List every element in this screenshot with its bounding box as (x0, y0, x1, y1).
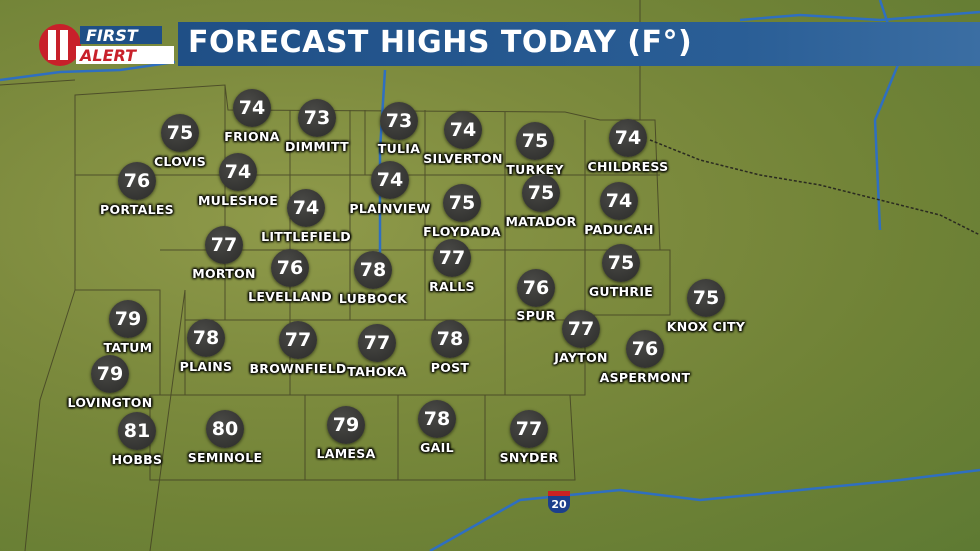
temperature-bubble: 74 (371, 161, 409, 199)
temperature-bubble: 74 (287, 189, 325, 227)
city-label: LOVINGTON (67, 395, 153, 410)
interstate-20-shield-icon: 20 (548, 491, 570, 513)
temperature-bubble: 75 (522, 174, 560, 212)
temperature-bubble: 77 (433, 239, 471, 277)
page-title: FORECAST HIGHS TODAY (F°) (188, 25, 693, 60)
city-label: SNYDER (499, 450, 559, 465)
city-label: SEMINOLE (187, 450, 263, 465)
city-label: PLAINVIEW (349, 201, 431, 216)
city-label: FLOYDADA (423, 224, 501, 239)
temperature-bubble: 74 (444, 111, 482, 149)
city-label: GAIL (420, 440, 454, 455)
temperature-bubble: 78 (187, 319, 225, 357)
temperature-bubble: 76 (118, 162, 156, 200)
city-label: KNOX CITY (666, 319, 746, 334)
state-border (649, 139, 980, 236)
svg-text:ALERT: ALERT (78, 46, 137, 65)
temperature-bubble: 73 (380, 102, 418, 140)
temperature-bubble: 73 (298, 99, 336, 137)
city-label: TULIA (377, 141, 421, 156)
temperature-bubble: 77 (279, 321, 317, 359)
temperature-bubble: 78 (418, 400, 456, 438)
temperature-bubble: 78 (431, 320, 469, 358)
temperature-bubble: 75 (516, 122, 554, 160)
city-label: ASPERMONT (599, 370, 691, 385)
temperature-bubble: 75 (687, 279, 725, 317)
temperature-bubble: 78 (354, 251, 392, 289)
svg-text:FIRST: FIRST (86, 26, 139, 45)
city-label: PORTALES (100, 202, 174, 217)
temperature-bubble: 74 (609, 119, 647, 157)
temperature-bubble: 77 (562, 310, 600, 348)
temperature-bubble: 76 (517, 269, 555, 307)
city-label: TURKEY (506, 162, 564, 177)
city-label: SILVERTON (423, 151, 503, 166)
city-label: LAMESA (316, 446, 376, 461)
temperature-bubble: 76 (271, 249, 309, 287)
temperature-bubble: 80 (206, 410, 244, 448)
city-label: PLAINS (179, 359, 233, 374)
city-label: PADUCAH (584, 222, 654, 237)
city-label: CLOVIS (153, 154, 207, 169)
city-label: DIMMITT (285, 139, 349, 154)
city-label: FRIONA (224, 129, 280, 144)
temperature-bubble: 74 (233, 89, 271, 127)
temperature-bubble: 75 (602, 244, 640, 282)
temperature-bubble: 74 (600, 182, 638, 220)
city-label: MATADOR (505, 214, 577, 229)
temperature-bubble: 75 (443, 184, 481, 222)
city-label: TAHOKA (347, 364, 407, 379)
city-label: JAYTON (554, 350, 608, 365)
city-label: LUBBOCK (338, 291, 408, 306)
city-label: TATUM (103, 340, 153, 355)
city-label: CHILDRESS (587, 159, 669, 174)
city-label: BROWNFIELD (249, 361, 347, 376)
city-label: SPUR (516, 308, 556, 323)
first-alert-logo: FIRST ALERT (39, 24, 174, 66)
city-label: MORTON (192, 266, 256, 281)
temperature-bubble: 77 (205, 226, 243, 264)
city-label: LEVELLAND (248, 289, 332, 304)
county-borders (0, 0, 671, 551)
temperature-bubble: 79 (91, 355, 129, 393)
temperature-bubble: 76 (626, 330, 664, 368)
temperature-bubble: 79 (327, 406, 365, 444)
city-label: HOBBS (111, 452, 163, 467)
title-bar: FORECAST HIGHS TODAY (F°) (178, 22, 980, 66)
city-label: GUTHRIE (588, 284, 654, 299)
city-label: POST (430, 360, 470, 375)
temperature-bubble: 77 (358, 324, 396, 362)
temperature-bubble: 77 (510, 410, 548, 448)
temperature-bubble: 81 (118, 412, 156, 450)
city-label: RALLS (429, 279, 475, 294)
temperature-bubble: 74 (219, 153, 257, 191)
city-label: LITTLEFIELD (261, 229, 351, 244)
city-label: MULESHOE (197, 193, 279, 208)
temperature-bubble: 79 (109, 300, 147, 338)
temperature-bubble: 75 (161, 114, 199, 152)
